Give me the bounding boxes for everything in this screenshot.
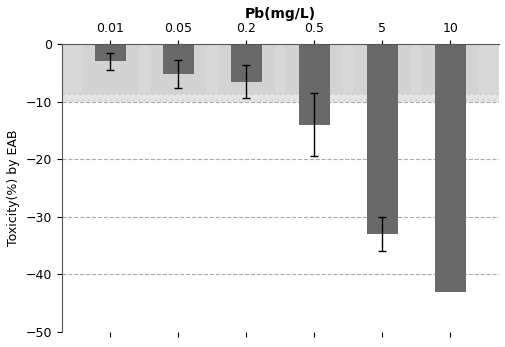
Bar — [298, 44, 329, 125]
Bar — [81, 44, 139, 93]
Bar — [421, 44, 478, 93]
Bar — [95, 44, 126, 61]
Bar — [163, 44, 193, 74]
X-axis label: Pb(mg/L): Pb(mg/L) — [244, 7, 315, 21]
Bar — [285, 44, 342, 93]
Bar — [353, 44, 411, 93]
Bar — [366, 44, 397, 234]
Bar — [217, 44, 275, 93]
Y-axis label: Toxicity(%) by EAB: Toxicity(%) by EAB — [7, 130, 20, 246]
Bar — [434, 44, 465, 292]
Bar — [231, 44, 261, 82]
Bar — [149, 44, 207, 93]
Bar — [62, 93, 498, 102]
Bar — [62, 44, 498, 93]
